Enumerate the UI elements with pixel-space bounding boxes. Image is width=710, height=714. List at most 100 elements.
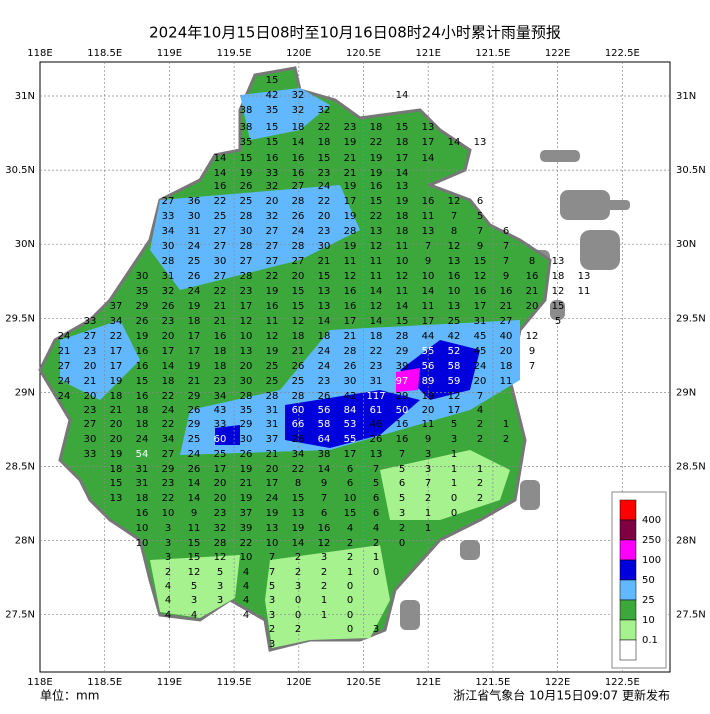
station-value: 37 — [110, 301, 123, 312]
station-value: 19 — [188, 301, 201, 312]
station-value: 19 — [344, 137, 357, 148]
station-value: 17 — [474, 301, 487, 312]
station-value: 16 — [344, 286, 357, 297]
station-value: 21 — [214, 316, 227, 327]
station-value: 10 — [240, 552, 253, 563]
station-value: 19 — [240, 464, 253, 475]
station-value: 11 — [422, 419, 435, 430]
station-value: 22 — [162, 391, 175, 402]
station-value: 22 — [110, 331, 123, 342]
station-value: 27 — [240, 256, 253, 267]
station-value: 21 — [84, 376, 97, 387]
station-value: 17 — [110, 346, 123, 357]
station-value: 27 — [292, 256, 305, 267]
legend-swatch — [619, 539, 637, 561]
station-value: 28 — [292, 391, 305, 402]
station-value: 22 — [214, 196, 227, 207]
station-value: 0 — [347, 624, 353, 635]
station-value: 17 — [266, 478, 279, 489]
station-value: 15 — [136, 376, 149, 387]
station-value: 20 — [474, 376, 487, 387]
station-value: 3 — [165, 523, 171, 534]
station-value: 26 — [292, 361, 305, 372]
station-value: 45 — [474, 331, 487, 342]
station-value: 5 — [191, 581, 197, 592]
station-value: 30 — [318, 241, 331, 252]
station-value: 19 — [266, 346, 279, 357]
station-value: 9 — [529, 346, 535, 357]
lat-label-right: 28.5N — [676, 462, 706, 473]
station-value: 7 — [503, 256, 509, 267]
lat-label-left: 27.5N — [5, 610, 35, 621]
station-value: 6 — [321, 508, 327, 519]
station-value: 9 — [503, 271, 509, 282]
legend-label: 250 — [642, 535, 661, 546]
lat-label-left: 29.5N — [5, 313, 35, 324]
station-value: 11 — [370, 256, 383, 267]
station-value: 18 — [136, 493, 149, 504]
station-value: 20 — [214, 478, 227, 489]
station-value: 55 — [344, 434, 357, 445]
station-value: 28 — [240, 271, 253, 282]
station-value: 5 — [373, 478, 379, 489]
station-value: 117 — [366, 391, 385, 402]
station-value: 18 — [396, 211, 409, 222]
station-value: 30 — [240, 376, 253, 387]
station-value: 23 — [84, 346, 97, 357]
station-value: 16 — [292, 153, 305, 164]
station-value: 19 — [266, 508, 279, 519]
station-value: 24 — [318, 346, 331, 357]
station-value: 24 — [58, 376, 71, 387]
station-value: 13 — [110, 493, 123, 504]
station-value: 30 — [214, 256, 227, 267]
station-value: 12 — [188, 567, 201, 578]
station-value: 11 — [500, 376, 513, 387]
station-value: 25 — [188, 434, 201, 445]
station-value: 16 — [500, 286, 513, 297]
station-value: 1 — [503, 419, 509, 430]
unit-label: 单位：mm — [40, 688, 99, 703]
station-value: 21 — [344, 153, 357, 164]
station-value: 2 — [373, 538, 379, 549]
station-value: 2 — [165, 567, 171, 578]
station-value: 5 — [477, 211, 483, 222]
station-value: 13 — [474, 137, 487, 148]
station-value: 10 — [344, 493, 357, 504]
station-value: 1 — [373, 552, 379, 563]
station-value: 19 — [370, 168, 383, 179]
station-value: 58 — [318, 419, 331, 430]
station-value: 2 — [321, 567, 327, 578]
station-value: 20 — [292, 271, 305, 282]
station-value: 12 — [474, 271, 487, 282]
station-value: 21 — [318, 256, 331, 267]
station-value: 21 — [500, 301, 513, 312]
station-value: 12 — [448, 196, 461, 207]
station-value: 25 — [266, 376, 279, 387]
station-value: 66 — [292, 419, 305, 430]
station-value: 14 — [370, 286, 383, 297]
legend-swatch — [619, 519, 637, 541]
station-value: 20 — [214, 493, 227, 504]
station-value: 18 — [110, 391, 123, 402]
station-value: 15 — [240, 153, 253, 164]
station-value: 2 — [347, 552, 353, 563]
station-value: 23 — [370, 361, 383, 372]
station-value: 34 — [162, 434, 175, 445]
station-value: 13 — [370, 449, 383, 460]
station-value: 26 — [188, 405, 201, 416]
station-value: 16 — [396, 419, 409, 430]
station-value: 10 — [396, 256, 409, 267]
station-value: 15 — [188, 552, 201, 563]
legend-swatch — [619, 599, 637, 621]
station-value: 3 — [217, 595, 223, 606]
station-value: 24 — [136, 434, 149, 445]
station-value: 37 — [240, 508, 253, 519]
station-value: 21 — [292, 346, 305, 357]
station-value: 19 — [240, 168, 253, 179]
station-value: 7 — [399, 449, 405, 460]
station-value: 1 — [451, 478, 457, 489]
footer: 浙江省气象台 10月15日09:07 更新发布 — [453, 688, 670, 703]
station-value: 12 — [396, 271, 409, 282]
station-value: 20 — [110, 419, 123, 430]
station-value: 31 — [266, 405, 279, 416]
